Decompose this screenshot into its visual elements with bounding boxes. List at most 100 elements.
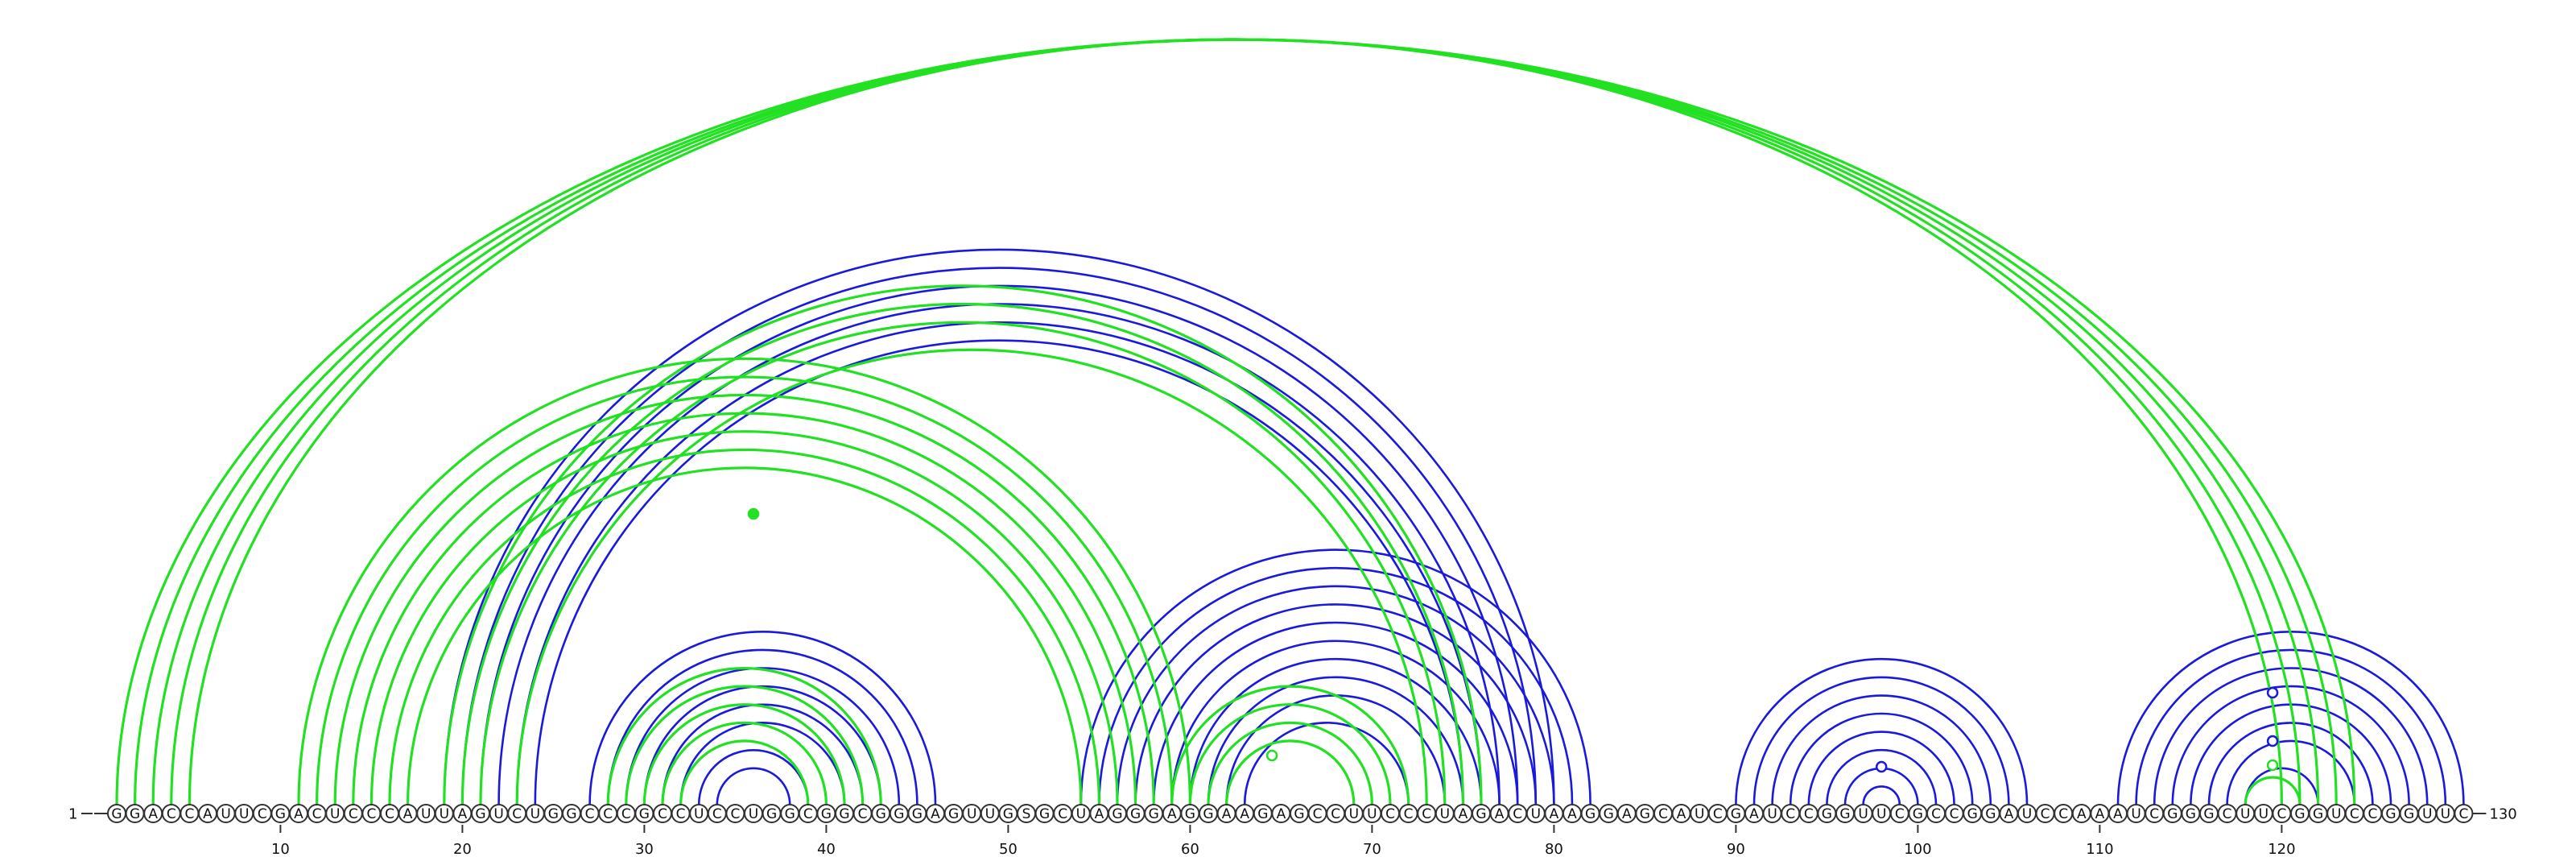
nucleotide-letter: A [2095, 806, 2105, 822]
blue-pair-arc [2171, 685, 2410, 805]
nucleotide-letter: G [839, 806, 849, 822]
tick-label: 110 [2086, 841, 2113, 857]
nucleotide-letter: C [603, 806, 613, 822]
blue-pair-arc [1771, 694, 1992, 805]
nucleotide-letter: C [676, 806, 686, 822]
nucleotide-letter: G [766, 806, 777, 822]
green-pair-arc [333, 393, 1155, 805]
nucleotide-letter: G [912, 806, 923, 822]
green-arcs-layer [115, 38, 2356, 805]
blue-pair-arc [2153, 667, 2429, 805]
nucleotide-letter: C [2350, 806, 2359, 822]
nucleotide-letter: C [1895, 806, 1905, 822]
pair-marker [2266, 735, 2279, 747]
green-pair-arc [515, 348, 1428, 805]
blue-pair-arc [2226, 739, 2356, 805]
nucleotide-letter: C [349, 806, 358, 822]
nucleotide-letter: C [712, 806, 722, 822]
green-pair-arc [151, 38, 2320, 805]
nucleotide-letter: C [2223, 806, 2232, 822]
nucleotide-letter: U [1531, 806, 1541, 822]
nucleotide-letter: G [1640, 806, 1650, 822]
blue-pair-arc [1098, 566, 1574, 805]
nucleotide-letter: C [312, 806, 322, 822]
nucleotide-letter: C [1513, 806, 1522, 822]
pair-marker [1265, 749, 1278, 762]
nucleotide-letter: C [1658, 806, 1668, 822]
nucleotide-letter: G [475, 806, 485, 822]
nucleotide-letter: A [1095, 806, 1104, 822]
nucleotide-letter: A [1277, 806, 1286, 822]
blue-pair-arc [515, 321, 1483, 805]
nucleotide-letter: U [221, 806, 230, 822]
nucleotide-letter: C [258, 806, 267, 822]
nucleotide-letter: C [1804, 806, 1814, 822]
nucleotide-letter: G [1585, 806, 1596, 822]
blue-pair-arc [2190, 703, 2392, 805]
green-pair-arc [460, 302, 1464, 805]
nucleotide-letter: A [403, 806, 413, 822]
nucleotide-letter: U [530, 806, 540, 822]
markers-layer [747, 507, 2279, 773]
nucleotide-letter: G [821, 806, 832, 822]
nucleotide-letter: C [1931, 806, 1941, 822]
nucleotide-letter: A [1677, 806, 1686, 822]
nucleotide-letter: G [876, 806, 886, 822]
nucleotide-letter: A [1622, 806, 1632, 822]
tick-label: 100 [1904, 841, 1931, 857]
nucleotide-letter: U [1876, 806, 1886, 822]
nucleotide-letter: G [1476, 806, 1486, 822]
tick-label: 50 [999, 841, 1018, 857]
green-pair-arc [625, 685, 865, 805]
nucleotide-letter: G [1731, 806, 1741, 822]
nucleotide-letter: C [2149, 806, 2159, 822]
nucleotide-letter: U [330, 806, 340, 822]
nucleotide-letter: G [1604, 806, 1614, 822]
nucleotide-letter: G [1112, 806, 1122, 822]
nucleotide-letter: C [1385, 806, 1395, 822]
nucleotide-letter: G [1913, 806, 1923, 822]
nucleotide-letter: G [2186, 806, 2196, 822]
tick-label: 40 [817, 841, 836, 857]
nucleotide-letter: G [1149, 806, 1159, 822]
green-pair-arc [679, 739, 810, 805]
nucleotide-letter: G [1257, 806, 1268, 822]
blue-pair-arc [1862, 785, 1901, 805]
nucleotide-letter: C [858, 806, 868, 822]
blue-pair-arc [1116, 585, 1555, 805]
blue-pair-arc [497, 303, 1501, 805]
nucleotide-letter: U [1349, 806, 1359, 822]
blue-pair-arc [1789, 712, 1974, 805]
end-label: 130 [2489, 806, 2516, 823]
nucleotide-letter: U [239, 806, 249, 822]
green-pair-arc [642, 703, 846, 805]
nucleotide-letter: A [294, 806, 303, 822]
nucleotide-letter: C [2368, 806, 2377, 822]
blue-pair-arc [1134, 603, 1538, 805]
green-pair-arc [1207, 721, 1373, 805]
blue-pair-arc [1752, 676, 2010, 805]
nucleotide-letter: C [167, 806, 176, 822]
nucleotide-letter: G [275, 806, 286, 822]
blue-pair-arc [1170, 640, 1501, 805]
green-pair-arc [369, 430, 1119, 805]
blue-pair-arc [1807, 731, 1955, 805]
nucleotide-letter: U [421, 806, 431, 822]
green-pair-arc [188, 38, 2283, 805]
nucleotide-letter: U [2022, 806, 2032, 822]
green-pair-arc [388, 448, 1100, 805]
nucleotide-letter: A [1222, 806, 1232, 822]
nucleotide-letter: C [184, 806, 194, 822]
nucleotide-letter: G [548, 806, 559, 822]
green-pair-arc [661, 721, 828, 805]
nucleotide-letter: C [730, 806, 740, 822]
nucleotide-letter: U [493, 806, 503, 822]
nucleotide-letter: C [1331, 806, 1340, 822]
nucleotide-letter: G [1003, 806, 1013, 822]
tick-label: 10 [271, 841, 290, 857]
blue-pair-arc [461, 267, 1538, 805]
nucleotide-letter: C [803, 806, 813, 822]
nucleotide-letter: C [1422, 806, 1431, 822]
nucleotide-letter: G [894, 806, 904, 822]
